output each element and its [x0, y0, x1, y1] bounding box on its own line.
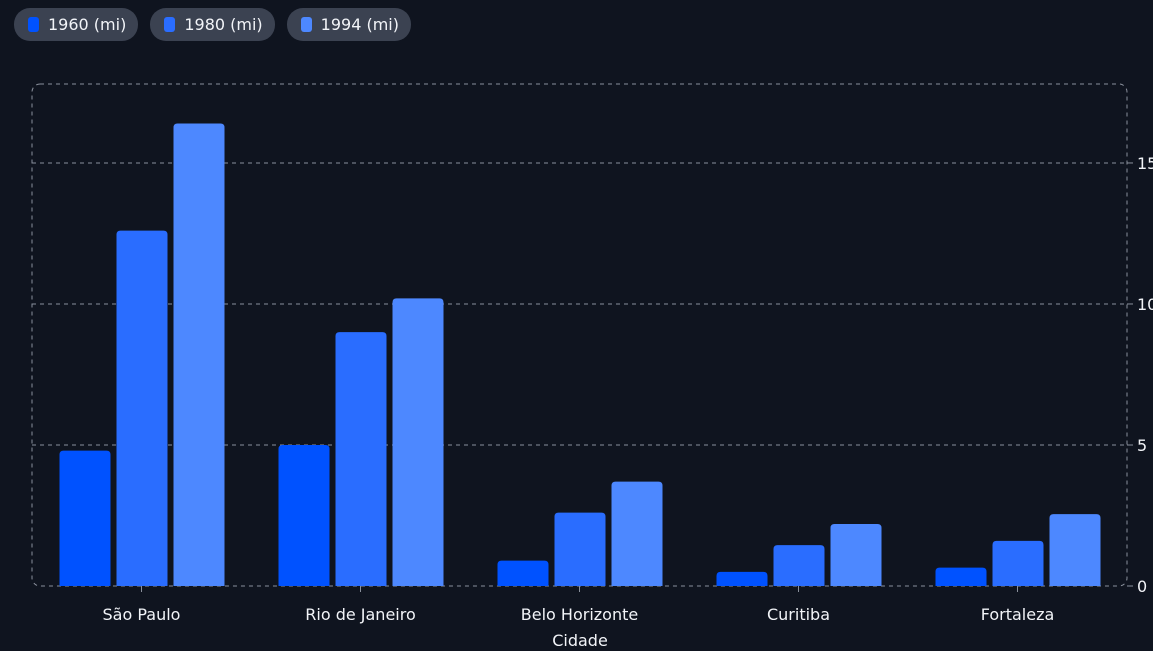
x-tick-label: Belo Horizonte [521, 605, 638, 624]
legend-item-1994[interactable]: 1994 (mi) [286, 8, 411, 41]
legend-item-1980[interactable]: 1980 (mi) [150, 8, 275, 41]
legend: 1960 (mi) 1980 (mi) 1994 (mi) [14, 8, 411, 41]
bars [59, 123, 1101, 587]
y-tick-label: 5 [1137, 436, 1147, 455]
y-axis: 0 5 10 15 [1127, 154, 1153, 596]
bar[interactable] [392, 298, 444, 586]
x-axis: São Paulo Rio de Janeiro Belo Horizonte Cur… [103, 586, 1055, 624]
bar[interactable] [173, 123, 225, 586]
bar[interactable] [992, 540, 1044, 586]
bar[interactable] [830, 523, 882, 586]
x-tick-label: Fortaleza [981, 605, 1055, 624]
bar[interactable] [716, 571, 768, 586]
bar[interactable] [278, 444, 330, 586]
legend-swatch-1994 [300, 17, 312, 32]
bar[interactable] [116, 230, 168, 587]
y-tick-label: 15 [1137, 154, 1153, 173]
y-tick-label: 0 [1137, 577, 1147, 596]
legend-label-1994: 1994 (mi) [320, 15, 399, 34]
bar[interactable] [611, 481, 663, 586]
bar[interactable] [554, 512, 606, 586]
x-tick-label: Rio de Janeiro [305, 605, 416, 624]
bar[interactable] [773, 545, 825, 586]
legend-swatch-1960 [28, 17, 39, 32]
legend-label-1960: 1960 (mi) [48, 15, 127, 34]
bar[interactable] [935, 567, 987, 586]
y-tick-label: 10 [1137, 295, 1153, 314]
bar[interactable] [335, 332, 387, 586]
legend-item-1960[interactable]: 1960 (mi) [14, 8, 139, 41]
legend-label-1980: 1980 (mi) [184, 15, 263, 34]
x-tick-label: Curitiba [767, 605, 830, 624]
bar[interactable] [59, 450, 111, 586]
legend-swatch-1980 [164, 17, 176, 32]
bar[interactable] [1049, 514, 1101, 586]
x-tick-label: São Paulo [103, 605, 181, 624]
bar[interactable] [497, 560, 549, 586]
x-axis-title: Cidade [552, 631, 608, 650]
